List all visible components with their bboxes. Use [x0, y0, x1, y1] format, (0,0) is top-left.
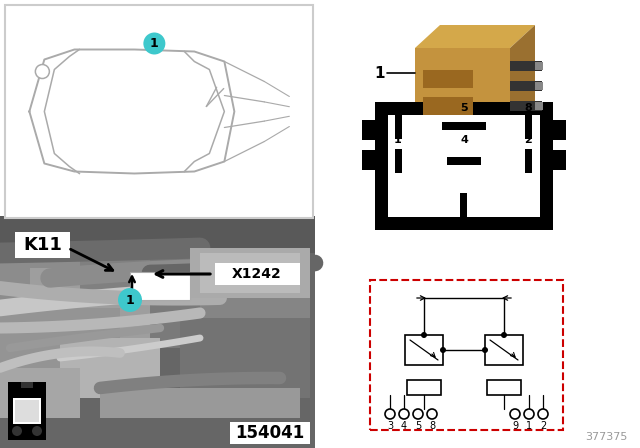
Text: 9: 9 [512, 421, 518, 431]
Bar [5, 5, 313, 218]
Bar [215, 263, 300, 285]
Bar [8, 382, 46, 440]
Bar [510, 81, 542, 91]
Bar [407, 380, 441, 395]
Text: 1: 1 [150, 37, 159, 50]
Bar [130, 272, 190, 300]
Circle shape [413, 409, 423, 419]
Circle shape [12, 426, 22, 436]
Circle shape [482, 347, 488, 353]
Text: 154041: 154041 [236, 424, 305, 442]
Bar [485, 335, 523, 365]
Bar [0, 308, 120, 388]
Circle shape [32, 426, 42, 436]
Bar [487, 380, 521, 395]
Bar [460, 193, 467, 217]
Bar [0, 216, 315, 448]
Circle shape [118, 288, 142, 312]
Bar [200, 218, 310, 318]
Text: 9: 9 [394, 103, 402, 113]
Circle shape [427, 409, 437, 419]
Circle shape [399, 409, 409, 419]
Bar [60, 338, 160, 398]
Polygon shape [510, 25, 535, 133]
Circle shape [143, 33, 165, 55]
Text: 8: 8 [524, 103, 532, 113]
Bar [100, 388, 300, 428]
Bar [362, 120, 375, 140]
Bar [510, 61, 542, 71]
Bar [525, 115, 532, 139]
Text: K11: K11 [24, 236, 63, 254]
Bar [442, 122, 486, 130]
Polygon shape [415, 25, 535, 48]
Text: 5: 5 [460, 103, 468, 113]
Bar [21, 382, 33, 388]
Polygon shape [415, 48, 510, 133]
Text: 4: 4 [460, 135, 468, 145]
Bar [230, 422, 310, 444]
Text: 1: 1 [375, 65, 385, 81]
Text: 8: 8 [429, 421, 435, 431]
Circle shape [35, 65, 49, 78]
Bar [375, 102, 553, 230]
Bar [447, 157, 481, 165]
Text: 2: 2 [540, 421, 546, 431]
Bar [535, 82, 543, 90]
Circle shape [421, 332, 427, 338]
Text: X1242: X1242 [232, 267, 282, 281]
Text: 377375: 377375 [586, 432, 628, 442]
Text: 2: 2 [524, 135, 532, 145]
Bar [200, 253, 300, 293]
Bar [13, 398, 41, 424]
Circle shape [524, 409, 534, 419]
Bar [370, 280, 563, 430]
Bar [180, 318, 310, 398]
Bar [423, 117, 473, 125]
Bar [510, 101, 542, 111]
Bar [30, 268, 180, 348]
Circle shape [538, 409, 548, 419]
Bar [0, 368, 80, 418]
Circle shape [510, 409, 520, 419]
Text: 5: 5 [415, 421, 421, 431]
Circle shape [501, 332, 507, 338]
Bar [388, 115, 540, 217]
Bar [535, 102, 543, 110]
Circle shape [385, 409, 395, 419]
Text: 1: 1 [394, 135, 402, 145]
Bar [423, 97, 473, 115]
Circle shape [440, 347, 446, 353]
Bar [15, 232, 70, 258]
Bar [395, 149, 402, 173]
Text: 1: 1 [526, 421, 532, 431]
Bar [80, 228, 260, 298]
Text: 3: 3 [387, 421, 393, 431]
Bar [405, 335, 443, 365]
Bar [525, 149, 532, 173]
Bar [0, 418, 315, 448]
Text: 4: 4 [401, 421, 407, 431]
Bar [150, 248, 300, 348]
Bar [535, 62, 543, 70]
Bar [395, 115, 402, 139]
Bar [553, 120, 566, 140]
Bar [423, 70, 473, 88]
Bar [553, 150, 566, 170]
Bar [0, 218, 200, 318]
Bar [0, 216, 315, 253]
Bar [190, 248, 310, 298]
Text: 3: 3 [459, 221, 467, 231]
Bar [362, 150, 375, 170]
Text: 1: 1 [125, 293, 134, 306]
Bar [15, 400, 39, 422]
